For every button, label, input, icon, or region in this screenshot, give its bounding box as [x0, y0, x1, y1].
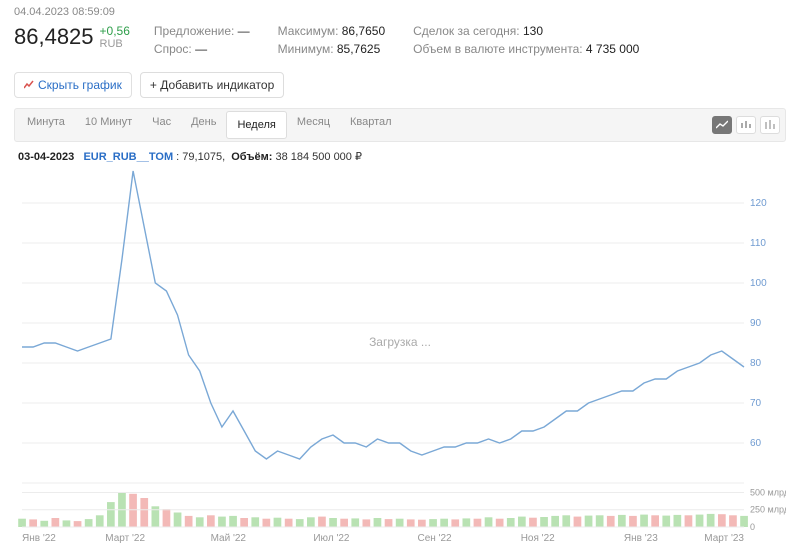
- chart-icon: [24, 80, 34, 90]
- svg-text:100: 100: [750, 278, 767, 289]
- header-row: 86,4825 +0,56 RUB Предложение: —Спрос: —…: [14, 24, 786, 56]
- timeframe-tabs: Минута10 МинутЧасДеньНеделяМесяцКвартал: [17, 109, 402, 141]
- candlestick-icon[interactable]: [736, 116, 756, 134]
- info-label: Предложение:: [154, 24, 238, 38]
- info-item: Спрос: —: [154, 42, 250, 56]
- info-item: Максимум: 86,7650: [278, 24, 385, 38]
- bar-chart-icon[interactable]: [760, 116, 780, 134]
- info-label: Спрос:: [154, 42, 195, 56]
- tooltip-vol-label: Объём:: [231, 151, 272, 163]
- chart-tool-icons: [712, 116, 783, 134]
- info-label: Минимум:: [278, 42, 337, 56]
- tooltip-price: 79,1075: [182, 151, 222, 163]
- svg-text:500 млрд: 500 млрд: [750, 487, 786, 497]
- hide-chart-button[interactable]: Скрыть график: [14, 72, 132, 98]
- timeframe-tab[interactable]: Неделя: [226, 111, 286, 139]
- price-change: +0,56: [100, 24, 130, 38]
- timeframe-tab[interactable]: 10 Минут: [75, 109, 142, 141]
- svg-text:250 млрд: 250 млрд: [750, 505, 786, 515]
- svg-text:80: 80: [750, 358, 762, 369]
- svg-text:Ноя '22: Ноя '22: [521, 533, 555, 544]
- chart-toolbar: Скрыть график + Добавить индикатор: [14, 72, 786, 98]
- svg-text:Сен '22: Сен '22: [418, 533, 453, 544]
- tooltip-date: 03-04-2023: [18, 151, 74, 163]
- svg-text:0: 0: [750, 522, 755, 532]
- info-item: Минимум: 85,7625: [278, 42, 385, 56]
- info-value: —: [195, 42, 207, 56]
- line-chart-icon[interactable]: [712, 116, 732, 134]
- svg-text:Март '22: Март '22: [105, 533, 145, 544]
- info-value: —: [238, 24, 250, 38]
- hide-chart-label: Скрыть график: [38, 78, 122, 92]
- tooltip-symbol: EUR_RUB__TOM: [83, 151, 173, 163]
- svg-text:Июл '22: Июл '22: [313, 533, 350, 544]
- svg-text:Май '22: Май '22: [211, 533, 247, 544]
- info-item: Объем в валюте инструмента: 4 735 000: [413, 42, 639, 56]
- chart-tooltip: 03-04-2023 EUR_RUB__TOM : 79,1075, Объём…: [14, 142, 786, 167]
- timeframe-tab[interactable]: Минута: [17, 109, 75, 141]
- info-item: Сделок за сегодня: 130: [413, 24, 639, 38]
- info-value: 4 735 000: [586, 42, 639, 56]
- info-value: 130: [523, 24, 543, 38]
- price-unit: RUB: [100, 38, 130, 51]
- add-indicator-button[interactable]: + Добавить индикатор: [140, 72, 284, 98]
- svg-text:110: 110: [750, 238, 766, 249]
- chart-area[interactable]: 120 110 100 90 80 70 60 500 млрд 250 млрд 0 Янв '2…: [14, 167, 786, 547]
- info-value: 85,7625: [337, 42, 380, 56]
- svg-text:120: 120: [750, 198, 767, 209]
- add-indicator-label: + Добавить индикатор: [150, 78, 274, 92]
- timeframe-tab[interactable]: День: [181, 109, 226, 141]
- info-label: Сделок за сегодня:: [413, 24, 523, 38]
- svg-text:70: 70: [750, 398, 762, 409]
- tooltip-vol: 38 184 500 000 ₽: [275, 151, 362, 163]
- info-label: Максимум:: [278, 24, 342, 38]
- svg-text:Март '23: Март '23: [704, 533, 744, 544]
- timeframe-tabs-row: Минута10 МинутЧасДеньНеделяМесяцКвартал: [14, 108, 786, 142]
- svg-text:90: 90: [750, 318, 762, 329]
- timeframe-tab[interactable]: Час: [142, 109, 181, 141]
- timeframe-tab[interactable]: Квартал: [340, 109, 402, 141]
- info-columns: Предложение: —Спрос: — Максимум: 86,7650…: [154, 24, 639, 56]
- timeframe-tab[interactable]: Месяц: [287, 109, 340, 141]
- price-value: 86,4825: [14, 24, 94, 50]
- info-value: 86,7650: [342, 24, 385, 38]
- timestamp: 04.04.2023 08:59:09: [14, 6, 786, 18]
- info-item: Предложение: —: [154, 24, 250, 38]
- svg-text:60: 60: [750, 438, 762, 449]
- svg-text:Янв '23: Янв '23: [624, 533, 658, 544]
- info-label: Объем в валюте инструмента:: [413, 42, 586, 56]
- svg-text:Янв '22: Янв '22: [22, 533, 56, 544]
- price-block: 86,4825 +0,56 RUB: [14, 24, 130, 52]
